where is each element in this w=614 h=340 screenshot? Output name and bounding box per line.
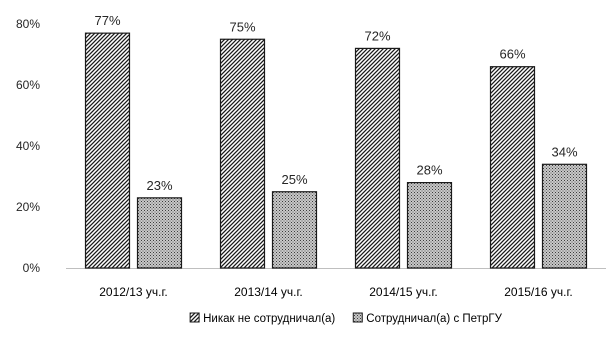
legend-item-cooperated: Сотрудничал(а) с ПетрГУ xyxy=(352,312,503,325)
bar-not-cooperated-3 xyxy=(354,47,401,269)
x-tick-label-1: 2012/13 уч.г. xyxy=(99,285,168,299)
y-tick-label-60: 60% xyxy=(16,78,40,92)
bar-cooperated-2 xyxy=(271,191,318,269)
data-label-not-cooperated-3: 72% xyxy=(364,28,390,43)
legend-swatch-not-cooperated xyxy=(189,312,200,323)
x-tick-label-3: 2014/15 уч.г. xyxy=(369,285,438,299)
legend-item-not-cooperated: Никак не сотрудничал(а) xyxy=(189,312,335,325)
x-axis-tick-labels: 2012/13 уч.г. 2013/14 уч.г. 2014/15 уч.г. 2… xyxy=(99,285,573,299)
bar-cooperated-1 xyxy=(136,197,183,269)
y-tick-label-0: 0% xyxy=(23,261,41,275)
data-label-cooperated-1: 23% xyxy=(146,178,172,193)
bar-cooperated-4 xyxy=(541,163,588,269)
legend-label-not-cooperated: Никак не сотрудничал(а) xyxy=(203,313,335,325)
data-labels: 77% 23% 75% 25% 72% 28% 66% 34% xyxy=(94,13,577,193)
bar-cooperated-3 xyxy=(406,182,453,269)
data-label-cooperated-4: 34% xyxy=(551,144,577,159)
data-label-cooperated-2: 25% xyxy=(281,172,307,187)
y-tick-label-80: 80% xyxy=(16,17,40,31)
data-label-not-cooperated-2: 75% xyxy=(229,19,255,34)
bar-not-cooperated-1 xyxy=(84,32,131,269)
data-label-not-cooperated-4: 66% xyxy=(499,47,525,62)
legend-label-cooperated: Сотрудничал(а) с ПетрГУ xyxy=(366,313,502,325)
bars xyxy=(84,32,588,269)
y-tick-label-40: 40% xyxy=(16,139,40,153)
bar-not-cooperated-4 xyxy=(489,66,536,269)
x-tick-label-4: 2015/16 уч.г. xyxy=(504,285,573,299)
legend: Никак не сотрудничал(а) Сотрудничал(а) с … xyxy=(189,312,503,325)
data-label-cooperated-3: 28% xyxy=(416,163,442,178)
y-tick-label-20: 20% xyxy=(16,200,40,214)
bar-not-cooperated-2 xyxy=(219,38,266,269)
data-label-not-cooperated-1: 77% xyxy=(94,13,120,28)
legend-swatch-cooperated xyxy=(352,312,363,323)
x-tick-label-2: 2013/14 уч.г. xyxy=(234,285,303,299)
y-axis-tick-labels: 0% 20% 40% 60% 80% xyxy=(16,17,40,275)
